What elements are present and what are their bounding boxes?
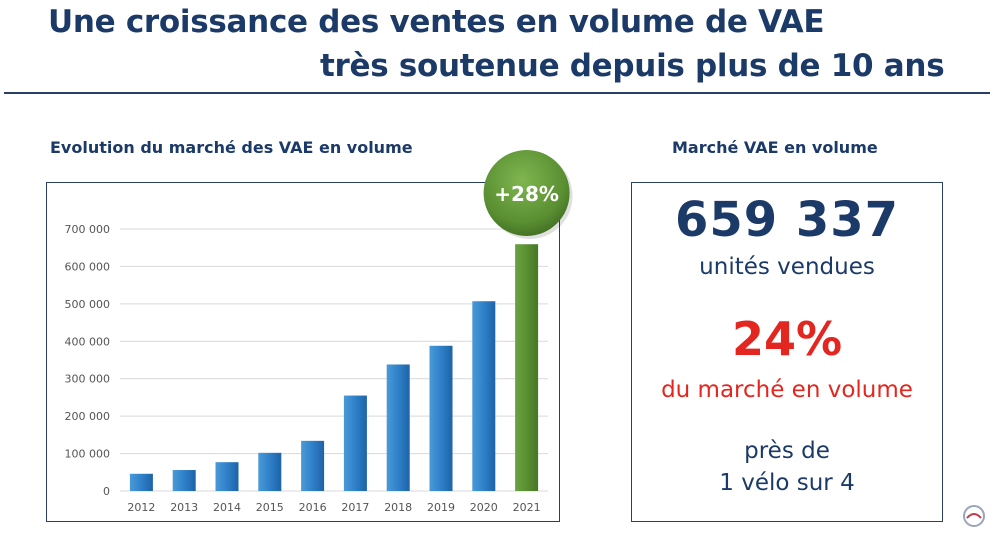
- units-sold-label: unités vendues: [699, 254, 875, 280]
- y-tick-label: 300 000: [65, 373, 111, 386]
- bar-2014: [215, 462, 239, 491]
- corner-logo-icon: [963, 505, 985, 527]
- x-tick-label: 2013: [170, 501, 198, 514]
- title-divider: [4, 92, 990, 94]
- bar-2019: [429, 345, 453, 491]
- x-tick-label: 2019: [427, 501, 455, 514]
- x-tick-label: 2016: [299, 501, 327, 514]
- bar-2012: [129, 473, 153, 491]
- x-tick-label: 2015: [256, 501, 284, 514]
- x-tick-label: 2014: [213, 501, 241, 514]
- y-tick-label: 600 000: [65, 260, 111, 273]
- ratio-note-line-2: 1 vélo sur 4: [719, 470, 855, 496]
- y-tick-label: 700 000: [65, 223, 111, 236]
- bar-2016: [301, 440, 325, 491]
- stats-frame: [631, 182, 943, 522]
- bar-2013: [172, 470, 196, 491]
- units-sold-value: 659 337: [674, 192, 900, 248]
- x-tick-label: 2021: [513, 501, 541, 514]
- bar-2020: [472, 301, 496, 491]
- page-title-line-1: Une croissance des ventes en volume de V…: [48, 4, 825, 40]
- x-tick-label: 2017: [341, 501, 369, 514]
- page-title-line-2: très soutenue depuis plus de 10 ans: [320, 48, 945, 84]
- ratio-note-line-1: près de: [744, 438, 830, 464]
- x-tick-label: 2020: [470, 501, 498, 514]
- market-share-value: 24%: [731, 312, 843, 366]
- growth-badge-label: +28%: [494, 182, 559, 206]
- bar-2021: [515, 244, 539, 491]
- stats-heading: Marché VAE en volume: [672, 138, 878, 157]
- growth-badge: [483, 150, 570, 236]
- bar-2018: [386, 364, 410, 491]
- bar-2015: [258, 452, 282, 491]
- market-share-label: du marché en volume: [661, 377, 913, 403]
- y-tick-label: 500 000: [65, 298, 111, 311]
- y-tick-label: 200 000: [65, 410, 111, 423]
- y-tick-label: 100 000: [65, 448, 111, 461]
- x-tick-label: 2018: [384, 501, 412, 514]
- x-tick-label: 2012: [127, 501, 155, 514]
- y-tick-label: 400 000: [65, 335, 111, 348]
- bar-2017: [343, 395, 367, 491]
- chart-heading: Evolution du marché des VAE en volume: [50, 138, 413, 157]
- y-tick-label: 0: [103, 485, 110, 498]
